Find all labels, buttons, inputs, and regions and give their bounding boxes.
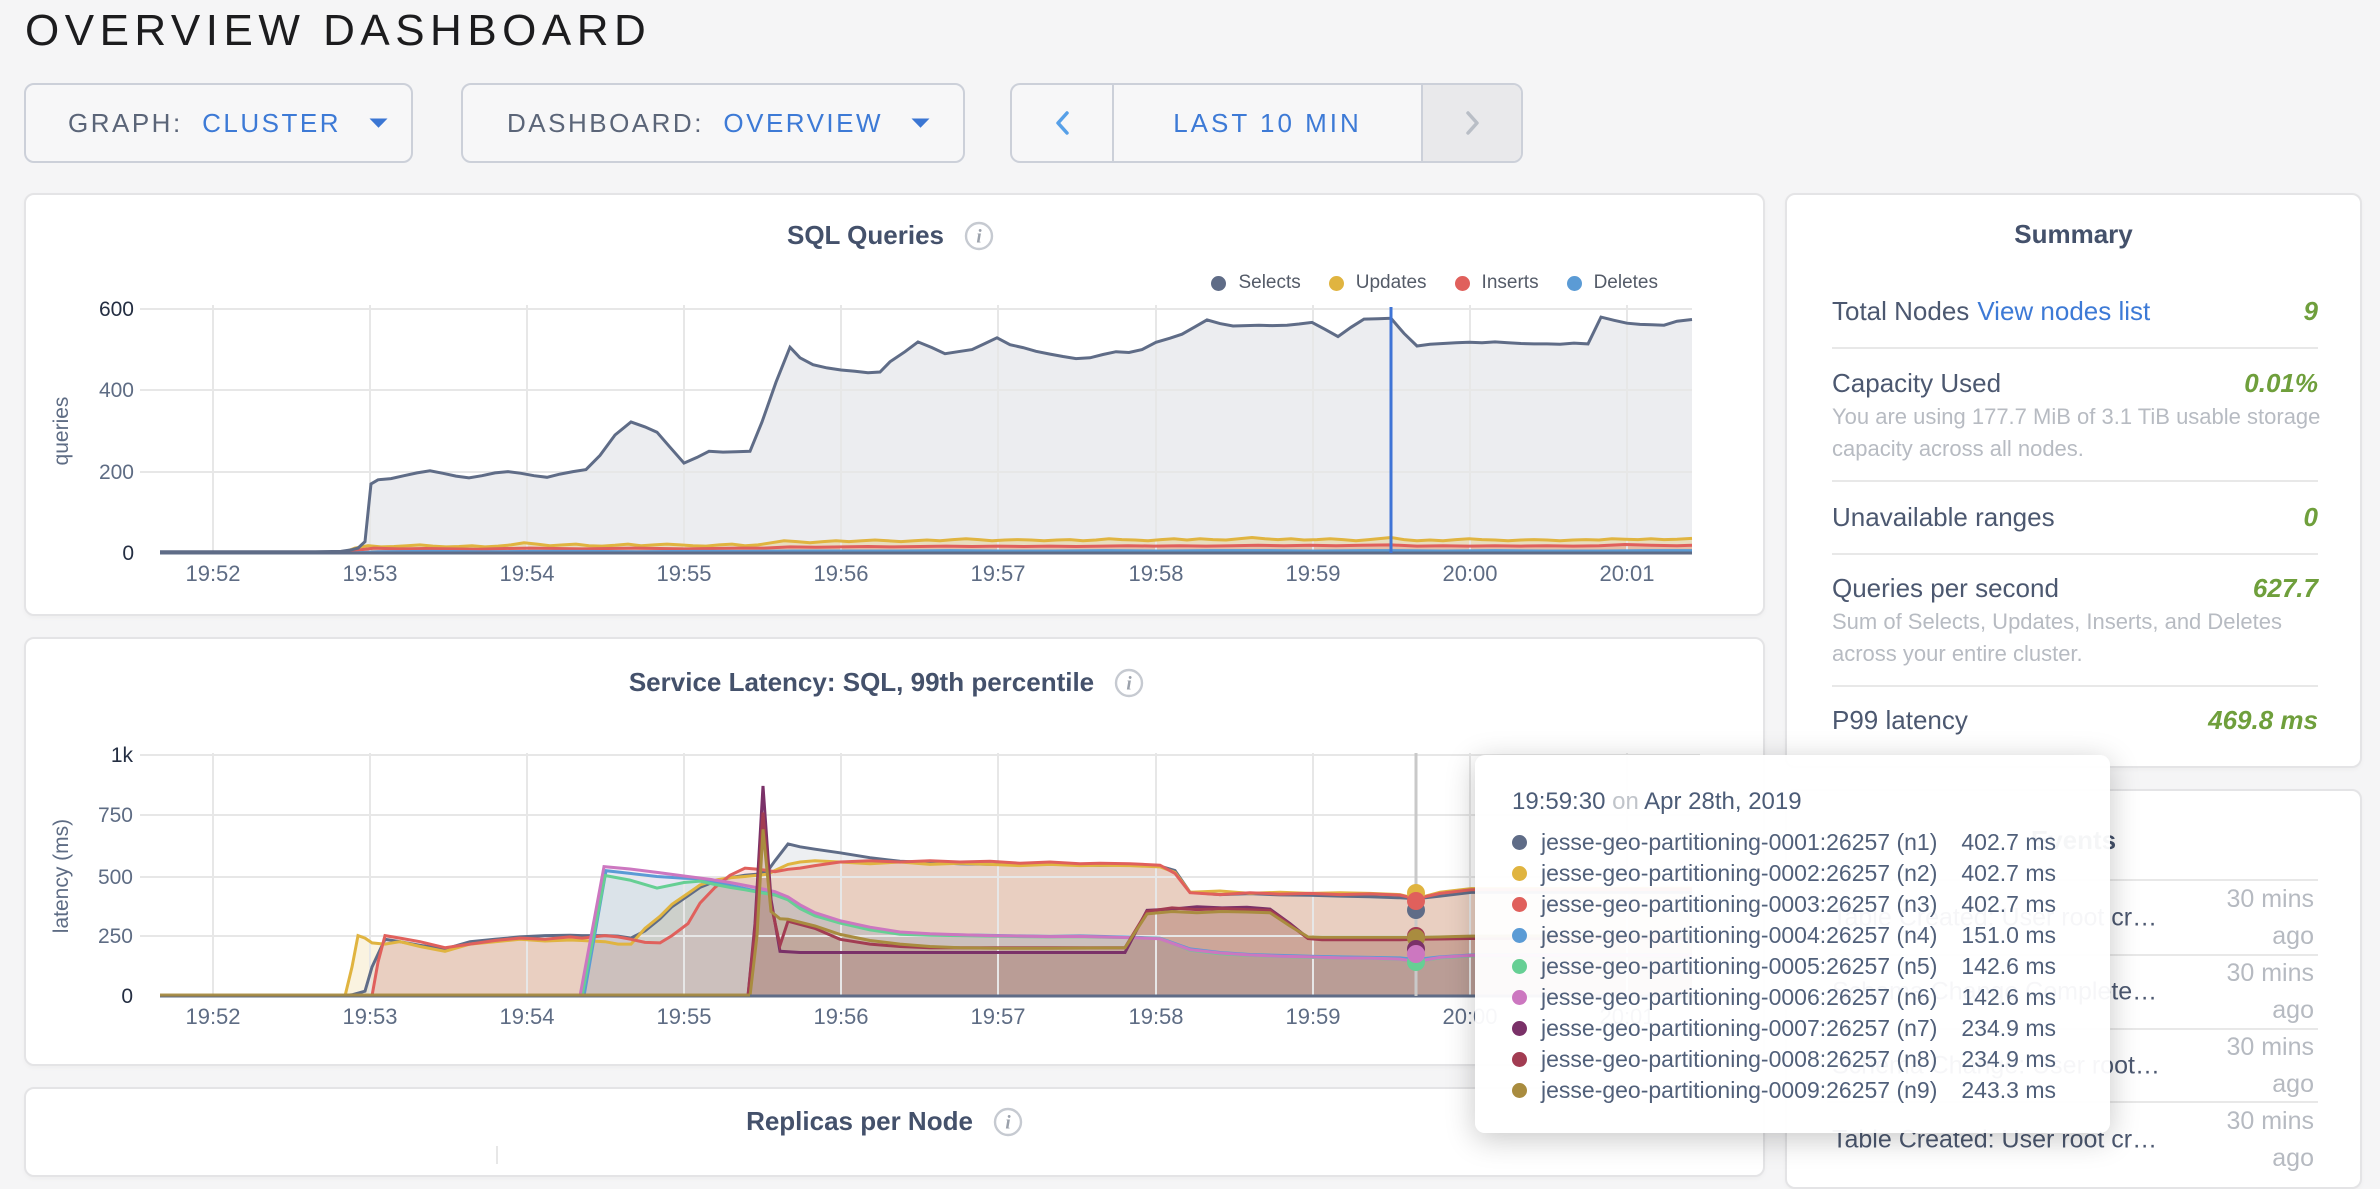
- svg-text:i: i: [1005, 1112, 1011, 1133]
- svg-text:i: i: [1127, 673, 1133, 694]
- svg-text:i: i: [976, 226, 982, 247]
